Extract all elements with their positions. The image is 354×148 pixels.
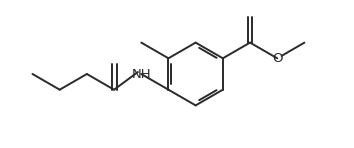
Text: NH: NH — [131, 67, 151, 81]
Text: O: O — [272, 52, 282, 65]
